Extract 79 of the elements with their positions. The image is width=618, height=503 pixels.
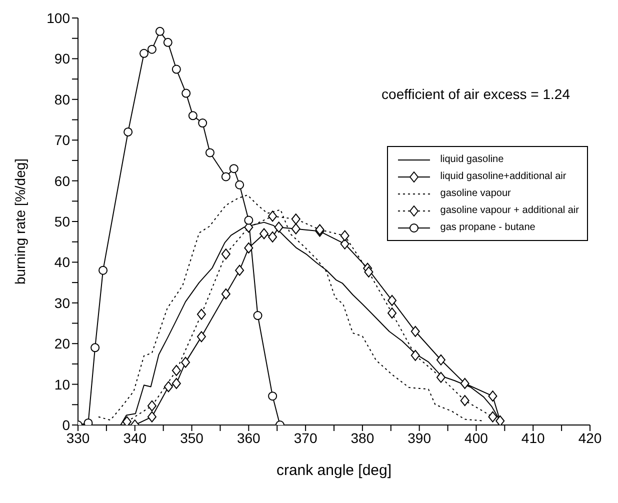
point — [488, 390, 498, 402]
legend-label: gasoline vapour + additional air — [440, 205, 579, 216]
point — [122, 416, 132, 425]
y-tick-label: 10 — [54, 376, 70, 392]
legend-label: gas propane - butane — [440, 222, 536, 233]
point — [235, 264, 244, 276]
y-tick-label: 80 — [54, 91, 70, 108]
point — [460, 395, 470, 406]
point — [163, 38, 172, 47]
point — [164, 381, 173, 392]
point — [235, 180, 244, 190]
x-tick-label: 410 — [521, 430, 546, 446]
x-tick-label: 380 — [350, 430, 374, 446]
x-axis-title: crank angle [deg] — [276, 462, 392, 479]
point — [90, 343, 100, 352]
point — [388, 308, 397, 319]
x-tick-label: 370 — [294, 430, 318, 446]
point — [205, 148, 214, 158]
y-axis-title: burning rate [%/deg] — [12, 158, 28, 285]
point — [488, 411, 498, 422]
point — [410, 326, 420, 337]
point — [340, 238, 350, 250]
point — [268, 231, 278, 242]
x-tick-label: 390 — [408, 430, 432, 446]
point — [460, 378, 470, 389]
y-tick-label: 90 — [54, 50, 70, 67]
y-tick-label: 100 — [46, 10, 70, 26]
point — [198, 118, 208, 128]
x-tick-label: 360 — [236, 430, 261, 446]
point — [172, 364, 181, 376]
point — [172, 378, 181, 389]
point — [196, 331, 206, 342]
point — [147, 44, 156, 54]
legend-label: gasoline vapour — [440, 188, 511, 199]
x-tick-label: 420 — [578, 430, 602, 446]
point — [124, 127, 133, 136]
point — [147, 400, 156, 412]
point — [244, 242, 254, 254]
point — [274, 222, 284, 233]
point — [436, 354, 446, 366]
legend-label: liquid gasoline — [440, 154, 504, 165]
point — [98, 266, 108, 275]
x-tick-label: 340 — [123, 430, 147, 446]
point — [181, 356, 190, 368]
y-tick-label: 70 — [54, 132, 70, 148]
point — [139, 48, 148, 58]
point — [182, 88, 191, 98]
point — [291, 214, 300, 225]
annotation: coefficient of air excess = 1.24 — [382, 86, 570, 102]
point — [221, 172, 230, 182]
point — [436, 372, 446, 383]
point — [221, 248, 230, 260]
point — [147, 411, 156, 422]
point — [172, 64, 181, 74]
point — [410, 350, 420, 361]
point — [340, 230, 350, 242]
point — [253, 311, 262, 320]
point — [496, 415, 505, 425]
point — [155, 26, 164, 36]
legend-label: liquid gasoline+additional air — [440, 171, 566, 182]
point — [260, 228, 269, 240]
y-tick-label: 60 — [54, 172, 70, 189]
point — [84, 418, 93, 425]
y-tick-label: 20 — [54, 336, 70, 352]
point — [229, 164, 238, 174]
y-tick-label: 50 — [54, 213, 70, 230]
point — [268, 392, 278, 401]
x-tick-label: 350 — [180, 430, 204, 446]
point — [221, 288, 230, 300]
point — [188, 111, 198, 120]
y-tick-label: 40 — [54, 254, 70, 270]
point — [244, 216, 254, 225]
x-tick-label: 400 — [464, 430, 488, 446]
point — [388, 294, 397, 306]
point — [196, 308, 206, 320]
y-tick-label: 30 — [54, 294, 70, 311]
point — [364, 266, 374, 278]
point — [291, 223, 300, 234]
point — [268, 210, 278, 222]
